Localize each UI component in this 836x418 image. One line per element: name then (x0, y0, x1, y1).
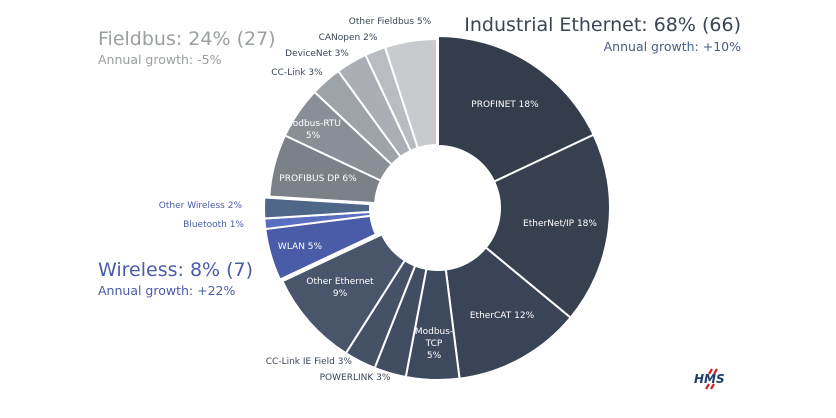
slice-other-ethernet (281, 233, 407, 355)
slice-label: Other Fieldbus 5% (349, 17, 432, 27)
slice-label: WLAN 5% (278, 242, 323, 252)
wireless-group-title: Wireless: 8% (7) (98, 259, 254, 281)
slice-label: Modbus-TCP 5% (415, 327, 453, 361)
hms-logo: HMS (694, 368, 725, 390)
slice-other-fieldbus (383, 37, 438, 150)
slice-other-wireless (263, 196, 372, 220)
slice-label: PROFIBUS DP 6% (279, 174, 357, 184)
slice-label: PROFINET 18% (471, 100, 539, 110)
fieldbus-group-growth: Annual growth: -5% (98, 52, 222, 67)
ethernet-group-title: Industrial Ethernet: 68% (66) (464, 14, 741, 36)
svg-text:HMS: HMS (694, 372, 725, 386)
slice-label: EtherNet/IP 18% (523, 219, 597, 229)
fieldbus-group-title: Fieldbus: 24% (27) (98, 28, 276, 50)
slice-label: EtherCAT 12% (470, 311, 535, 321)
slice-profinet (437, 34, 595, 183)
slice-label: Other Ethernet 9% (306, 277, 374, 299)
slice-label: CC-Link 3% (271, 68, 323, 78)
slice-label: CANopen 2% (319, 33, 378, 43)
wireless-group-growth: Annual growth: +22% (98, 283, 236, 298)
slice-label: POWERLINK 3% (320, 373, 391, 383)
slice-label: Modbus-RTU 5% (285, 119, 341, 141)
slice-label: CC-Link IE Field 3% (266, 357, 353, 367)
slice-label: DeviceNet 3% (285, 49, 349, 59)
slice-label: Bluetooth 1% (183, 220, 244, 230)
slice-label: Other Wireless 2% (159, 201, 243, 211)
ethernet-group-growth: Annual growth: +10% (603, 39, 741, 54)
